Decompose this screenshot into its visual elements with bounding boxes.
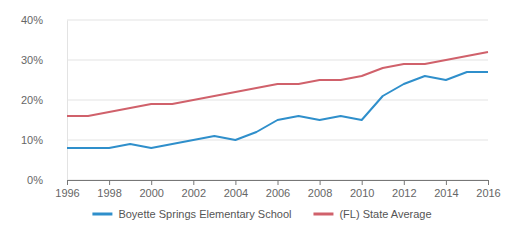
x-tick-label: 2014	[434, 187, 458, 199]
legend: Boyette Springs Elementary School (FL) St…	[92, 208, 431, 220]
x-tick: 2014	[434, 180, 458, 199]
chart: 0% 10% 20% 30% 40% 1996 1998 2000 2002 2004 2006 20…	[0, 0, 524, 230]
x-tick-mark	[109, 180, 110, 185]
x-tick-mark	[67, 180, 68, 185]
x-tick: 2004	[224, 180, 248, 199]
y-tick: 0%	[27, 174, 67, 186]
y-tick-label: 30%	[21, 54, 43, 66]
x-tick: 2002	[182, 180, 206, 199]
x-tick-label: 2008	[308, 187, 332, 199]
x-tick: 1996	[55, 180, 79, 199]
x-tick-label: 2006	[266, 187, 290, 199]
x-tick-label: 1998	[97, 187, 121, 199]
x-tick-label: 1996	[55, 187, 79, 199]
legend-label: Boyette Springs Elementary School	[118, 208, 291, 220]
y-tick-label: 20%	[21, 94, 43, 106]
y-axis: 0% 10% 20% 30% 40%	[21, 14, 68, 186]
series-line	[67, 52, 488, 116]
x-tick-label: 2016	[476, 187, 500, 199]
lines	[67, 52, 488, 148]
legend-item: Boyette Springs Elementary School	[92, 208, 291, 220]
y-tick: 10%	[21, 134, 67, 146]
x-tick-mark	[278, 180, 279, 185]
x-tick-label: 2002	[182, 187, 206, 199]
x-tick-label: 2004	[224, 187, 248, 199]
y-tick-label: 40%	[21, 14, 43, 26]
y-tick: 40%	[21, 14, 67, 26]
grid-line	[67, 60, 488, 61]
x-tick-mark	[151, 180, 152, 185]
grid-line	[67, 20, 488, 21]
x-tick: 2000	[139, 180, 163, 199]
x-tick: 1998	[97, 180, 121, 199]
x-tick-mark	[320, 180, 321, 185]
y-axis-line	[67, 21, 68, 181]
x-tick: 2010	[350, 180, 374, 199]
x-tick: 2008	[308, 180, 332, 199]
y-tick-label: 10%	[21, 134, 43, 146]
legend-label: (FL) State Average	[339, 208, 431, 220]
x-tick: 2016	[476, 180, 500, 199]
x-tick: 2012	[392, 180, 416, 199]
x-tick-label: 2012	[392, 187, 416, 199]
grid	[67, 20, 488, 180]
x-tick-label: 2010	[350, 187, 374, 199]
y-tick: 30%	[21, 54, 67, 66]
legend-swatch	[92, 213, 112, 216]
x-tick-mark	[488, 180, 489, 185]
grid-line	[67, 100, 488, 101]
x-tick-mark	[235, 180, 236, 185]
grid-line	[67, 140, 488, 141]
x-tick-mark	[404, 180, 405, 185]
legend-item: (FL) State Average	[313, 208, 431, 220]
x-tick: 2006	[266, 180, 290, 199]
x-tick-mark	[362, 180, 363, 185]
y-tick-label: 0%	[27, 174, 43, 186]
x-tick-mark	[193, 180, 194, 185]
x-tick-mark	[446, 180, 447, 185]
x-tick-label: 2000	[139, 187, 163, 199]
plot: 0% 10% 20% 30% 40% 1996 1998 2000 2002 2004 2006 20…	[21, 14, 501, 199]
legend-swatch	[313, 213, 333, 216]
x-axis: 1996 1998 2000 2002 2004 2006 2008 2010 2012 2014…	[55, 180, 500, 199]
y-tick: 20%	[21, 94, 67, 106]
